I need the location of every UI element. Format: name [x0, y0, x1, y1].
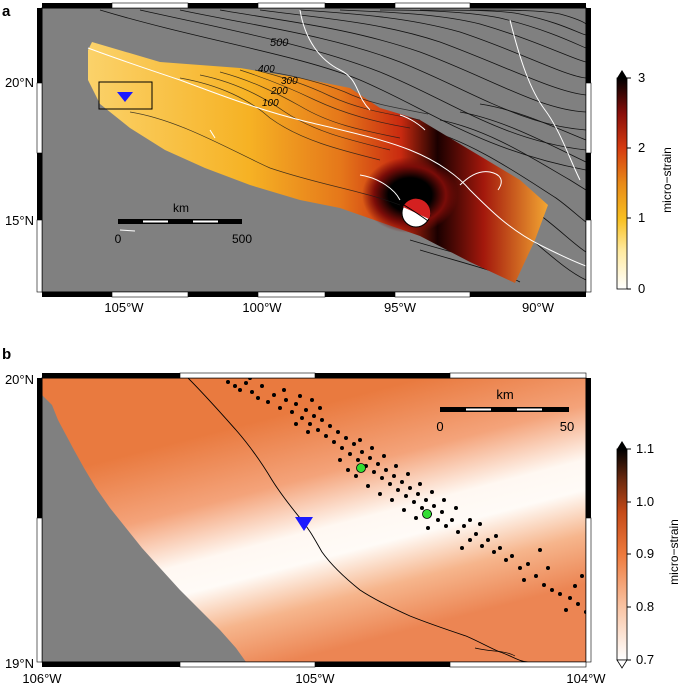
- colorbar-a-tick-1: 1: [638, 210, 645, 225]
- contour-label-200: 200: [270, 86, 288, 97]
- colorbar-a-tick-0: 0: [638, 281, 645, 296]
- panel-a-frame: [36, 2, 592, 298]
- colorbar-b-tick-0.8: 0.8: [636, 599, 654, 614]
- inverted-triangle-station-icon: [295, 517, 313, 531]
- lon-label-95w-a: 95°W: [384, 300, 417, 315]
- strain-maximum: [362, 157, 458, 233]
- lat-label-19n-b: 19°N: [5, 656, 34, 671]
- colorbar-a-title: micro−strain: [660, 147, 674, 213]
- colorbar-b-tick-0.7: 0.7: [636, 652, 654, 667]
- lon-label-105w-b: 105°W: [295, 671, 335, 686]
- scalebar-b-unit: km: [496, 387, 513, 402]
- no-data-region: [42, 395, 246, 662]
- lat-label-15n-a: 15°N: [5, 213, 34, 228]
- lon-label-100w-a: 100°W: [242, 300, 282, 315]
- colorbar-b-tick-1.0: 1.0: [636, 494, 654, 509]
- coastlines: [87, 9, 586, 267]
- colorbar-a: 3 2 1 0 micro−strain: [616, 70, 674, 296]
- lat-label-20n-a: 20°N: [5, 75, 34, 90]
- contour-label-400: 400: [258, 64, 275, 75]
- scalebar-a: km 0 500: [115, 201, 253, 246]
- lon-label-106w-b: 106°W: [22, 671, 62, 686]
- panel-b: b: [2, 346, 681, 686]
- lon-label-105w-a: 105°W: [104, 300, 144, 315]
- panel-a-letter: a: [2, 3, 11, 20]
- contour-label-100: 100: [262, 98, 279, 109]
- scalebar-a-start: 0: [115, 232, 122, 246]
- highlight-event-2: [422, 509, 432, 519]
- scalebar-a-unit: km: [173, 201, 189, 215]
- lat-label-20n-b: 20°N: [5, 372, 34, 387]
- scalebar-a-end: 500: [232, 232, 252, 246]
- colorbar-a-tick-3: 3: [638, 70, 645, 85]
- highlight-event-1: [356, 463, 366, 473]
- inverted-triangle-station-icon: [117, 92, 133, 102]
- colorbar-b-tick-0.9: 0.9: [636, 546, 654, 561]
- lon-label-104w-b: 104°W: [566, 671, 606, 686]
- colorbar-b-title: micro−strain: [667, 519, 681, 585]
- focal-mechanism-beachball-icon: [401, 198, 431, 228]
- colorbar-a-tick-2: 2: [638, 140, 645, 155]
- scalebar-b-end: 50: [560, 419, 574, 434]
- coastline-b-bay: [474, 647, 516, 657]
- lon-label-90w-a: 90°W: [522, 300, 555, 315]
- panel-b-frame: [36, 372, 592, 668]
- contour-label-300: 300: [281, 76, 298, 87]
- colorbar-b: 1.1 1.0 0.9 0.8 0.7 micro−strain: [616, 441, 681, 669]
- seismicity-cloud: [226, 378, 586, 614]
- panel-a: a: [2, 2, 674, 315]
- panel-b-letter: b: [2, 346, 11, 363]
- panel-b-map: km 0 50: [42, 378, 586, 662]
- scalebar-b: km 0 50: [436, 387, 574, 434]
- colorbar-b-tick-1.1: 1.1: [636, 441, 654, 456]
- contour-label-500: 500: [270, 37, 289, 49]
- coastline-b: [187, 378, 529, 662]
- scalebar-b-start: 0: [436, 419, 443, 434]
- strain-field-contours: [129, 69, 429, 206]
- study-area-box: [98, 81, 153, 110]
- panel-a-map: 500 400 300 200 100: [42, 8, 586, 292]
